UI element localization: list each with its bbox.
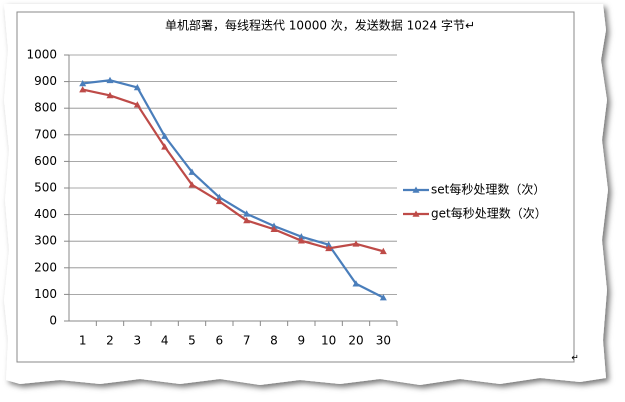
point-marker [106, 76, 114, 84]
point-marker [243, 210, 251, 217]
x-tick-label: 7 [243, 334, 251, 348]
x-tick-label: 1 [79, 334, 87, 348]
point-marker [215, 197, 223, 205]
point-marker [106, 91, 114, 99]
y-tick-label: 100 [34, 287, 57, 301]
point-marker [243, 216, 251, 224]
legend-marker [412, 210, 420, 217]
point-marker [133, 101, 141, 108]
point-marker [325, 244, 333, 252]
point-marker [79, 79, 87, 87]
legend-label: set每秒处理数（次） [431, 182, 545, 197]
chart-title: 单机部署，每线程迭代 10000 次，发送数据 1024 字节↵ [165, 18, 475, 33]
x-tick-label: 8 [270, 334, 278, 348]
legend-label: get每秒处理数（次） [431, 206, 547, 221]
y-tick-label: 700 [34, 127, 57, 141]
legend-marker [412, 186, 420, 193]
chart-frame [16, 11, 575, 363]
point-marker [79, 86, 87, 93]
x-tick-label: 4 [161, 334, 169, 348]
x-tick-label: 20 [348, 334, 363, 348]
y-tick-label: 500 [34, 181, 57, 195]
point-marker [161, 132, 169, 139]
point-marker [379, 247, 387, 255]
y-tick-label: 600 [34, 154, 57, 168]
point-marker [352, 280, 360, 287]
y-tick-label: 200 [34, 260, 57, 274]
point-marker [188, 168, 196, 175]
point-marker [188, 181, 196, 188]
point-marker [133, 83, 141, 91]
y-tick-label: 0 [49, 314, 57, 328]
x-tick-label: 30 [376, 334, 391, 348]
paragraph-mark: ↵ [571, 354, 579, 364]
point-marker [352, 240, 360, 247]
point-marker [270, 225, 278, 233]
y-tick-label: 1000 [26, 48, 57, 62]
point-marker [161, 143, 169, 150]
series-line [82, 88, 384, 253]
x-tick-label: 2 [106, 334, 114, 348]
paper [4, 4, 608, 385]
point-marker [297, 233, 305, 240]
x-tick-label: 6 [216, 334, 224, 348]
y-tick-label: 900 [34, 74, 57, 88]
point-marker [325, 241, 333, 248]
y-tick-label: 800 [34, 101, 57, 115]
y-tick-label: 300 [34, 234, 57, 248]
x-tick-label: 10 [321, 334, 336, 348]
point-marker [379, 294, 387, 301]
x-tick-label: 5 [188, 334, 196, 348]
point-marker [297, 237, 305, 244]
x-tick-label: 9 [298, 334, 306, 348]
point-marker [215, 193, 223, 201]
point-marker [270, 222, 278, 229]
series-line [82, 79, 384, 299]
y-tick-label: 400 [34, 207, 57, 221]
x-tick-label: 3 [134, 334, 142, 348]
